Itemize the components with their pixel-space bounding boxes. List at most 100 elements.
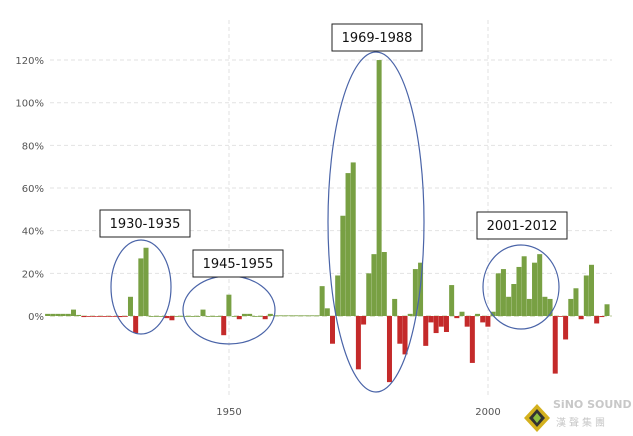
y-tick-label: 100% <box>15 99 44 110</box>
bar-1976 <box>361 316 367 325</box>
bar-1978 <box>371 254 377 316</box>
bar-1932 <box>133 316 139 334</box>
logo-subtext: 漢聲集團 <box>556 418 608 429</box>
bar-1988 <box>423 316 429 346</box>
bars <box>45 60 610 383</box>
x-tick-label: 1950 <box>216 407 241 418</box>
bar-1958 <box>267 313 273 316</box>
bar-2022 <box>599 316 605 318</box>
bar-1992 <box>443 316 449 332</box>
annotation-box <box>99 209 191 238</box>
bar-2020 <box>589 264 594 316</box>
bar-2001 <box>490 311 496 316</box>
bar-1944 <box>195 316 201 317</box>
bar-1926 <box>102 316 108 317</box>
bar-1982 <box>392 298 398 316</box>
annotation-box <box>476 211 568 240</box>
bar-1924 <box>91 316 97 317</box>
bar-1915 <box>45 313 51 316</box>
bar-1967 <box>314 315 320 317</box>
bar-1995 <box>459 311 465 316</box>
annotation-label: 1969-1988 <box>342 31 413 46</box>
bar-1993 <box>449 285 455 316</box>
bar-1937 <box>159 316 165 317</box>
annotation-box <box>331 23 423 52</box>
bar-1963 <box>293 315 299 317</box>
bar-1946 <box>205 316 211 317</box>
annotation-ellipse <box>110 239 172 335</box>
bar-1974 <box>350 162 356 316</box>
bar-1999 <box>480 316 486 323</box>
bar-1998 <box>475 313 481 316</box>
bar-2017 <box>573 288 579 316</box>
bar-1960 <box>278 315 284 317</box>
bar-1962 <box>288 315 294 317</box>
annotation-label: 1930-1935 <box>110 217 181 232</box>
annotation-ellipse <box>482 244 560 330</box>
bar-2012 <box>547 298 553 316</box>
bar-1925 <box>96 316 102 317</box>
bar-1968 <box>319 286 325 316</box>
bar-1957 <box>262 316 268 320</box>
y-tick-label: 40% <box>22 227 44 238</box>
bar-2019 <box>583 275 589 316</box>
bar-1951 <box>231 316 237 317</box>
bar-1933 <box>138 258 144 316</box>
y-tick-label: 0% <box>28 312 44 323</box>
y-tick-label: 120% <box>15 56 44 67</box>
bar-1955 <box>252 316 258 317</box>
bar-2021 <box>594 316 600 324</box>
bar-1985 <box>407 313 413 316</box>
bar-1917 <box>55 313 61 316</box>
bar-2007 <box>521 256 527 316</box>
bar-1940 <box>174 316 180 317</box>
logo-diamond-icon <box>524 404 550 432</box>
bar-2018 <box>578 316 584 320</box>
bar-1981 <box>386 316 392 383</box>
bar-1942 <box>184 316 190 317</box>
bar-2002 <box>495 273 501 316</box>
bar-1959 <box>273 315 279 317</box>
bar-1975 <box>355 316 361 370</box>
bar-2008 <box>526 298 532 316</box>
bar-1943 <box>190 316 196 317</box>
bar-1989 <box>428 316 434 323</box>
bar-1938 <box>164 316 170 319</box>
bar-1918 <box>60 313 66 316</box>
logo-text: SiNO SOUND <box>553 398 632 411</box>
bar-2000 <box>485 316 491 327</box>
bar-2005 <box>511 284 517 316</box>
bar-1986 <box>412 269 418 316</box>
bar-1972 <box>340 215 346 316</box>
bar-1923 <box>86 316 92 317</box>
annotation-label: 1945-1955 <box>203 257 274 272</box>
bar-1984 <box>402 316 408 355</box>
bar-1953 <box>241 313 247 316</box>
bar-2016 <box>568 298 574 316</box>
bar-1954 <box>247 313 253 316</box>
bar-1916 <box>50 313 56 316</box>
bar-1935 <box>148 316 154 317</box>
annotations: 1930-1935 1945-1955 1969-1988 2001-2012 <box>99 23 568 393</box>
bar-2004 <box>506 296 512 316</box>
bar-1929 <box>117 316 123 318</box>
bar-1939 <box>169 316 175 321</box>
bar-1930 <box>122 316 128 317</box>
bar-1990 <box>433 316 439 334</box>
bar-1996 <box>464 316 470 327</box>
bar-2014 <box>557 316 563 317</box>
bar-1919 <box>65 313 71 316</box>
bar-1952 <box>236 316 242 320</box>
bar-1949 <box>221 316 227 336</box>
bar-1983 <box>397 316 403 344</box>
bar-2023 <box>604 304 610 316</box>
bar-1994 <box>454 316 460 319</box>
y-tick-label: 80% <box>22 141 44 152</box>
tick-labels: 0% 20% 40% 60% 80% 100% 120% 1950 2000 <box>15 56 500 418</box>
bar-1977 <box>366 273 372 316</box>
bar-1980 <box>381 252 387 316</box>
bar-1928 <box>112 316 118 317</box>
bar-1921 <box>76 314 82 316</box>
bar-1931 <box>127 296 133 316</box>
